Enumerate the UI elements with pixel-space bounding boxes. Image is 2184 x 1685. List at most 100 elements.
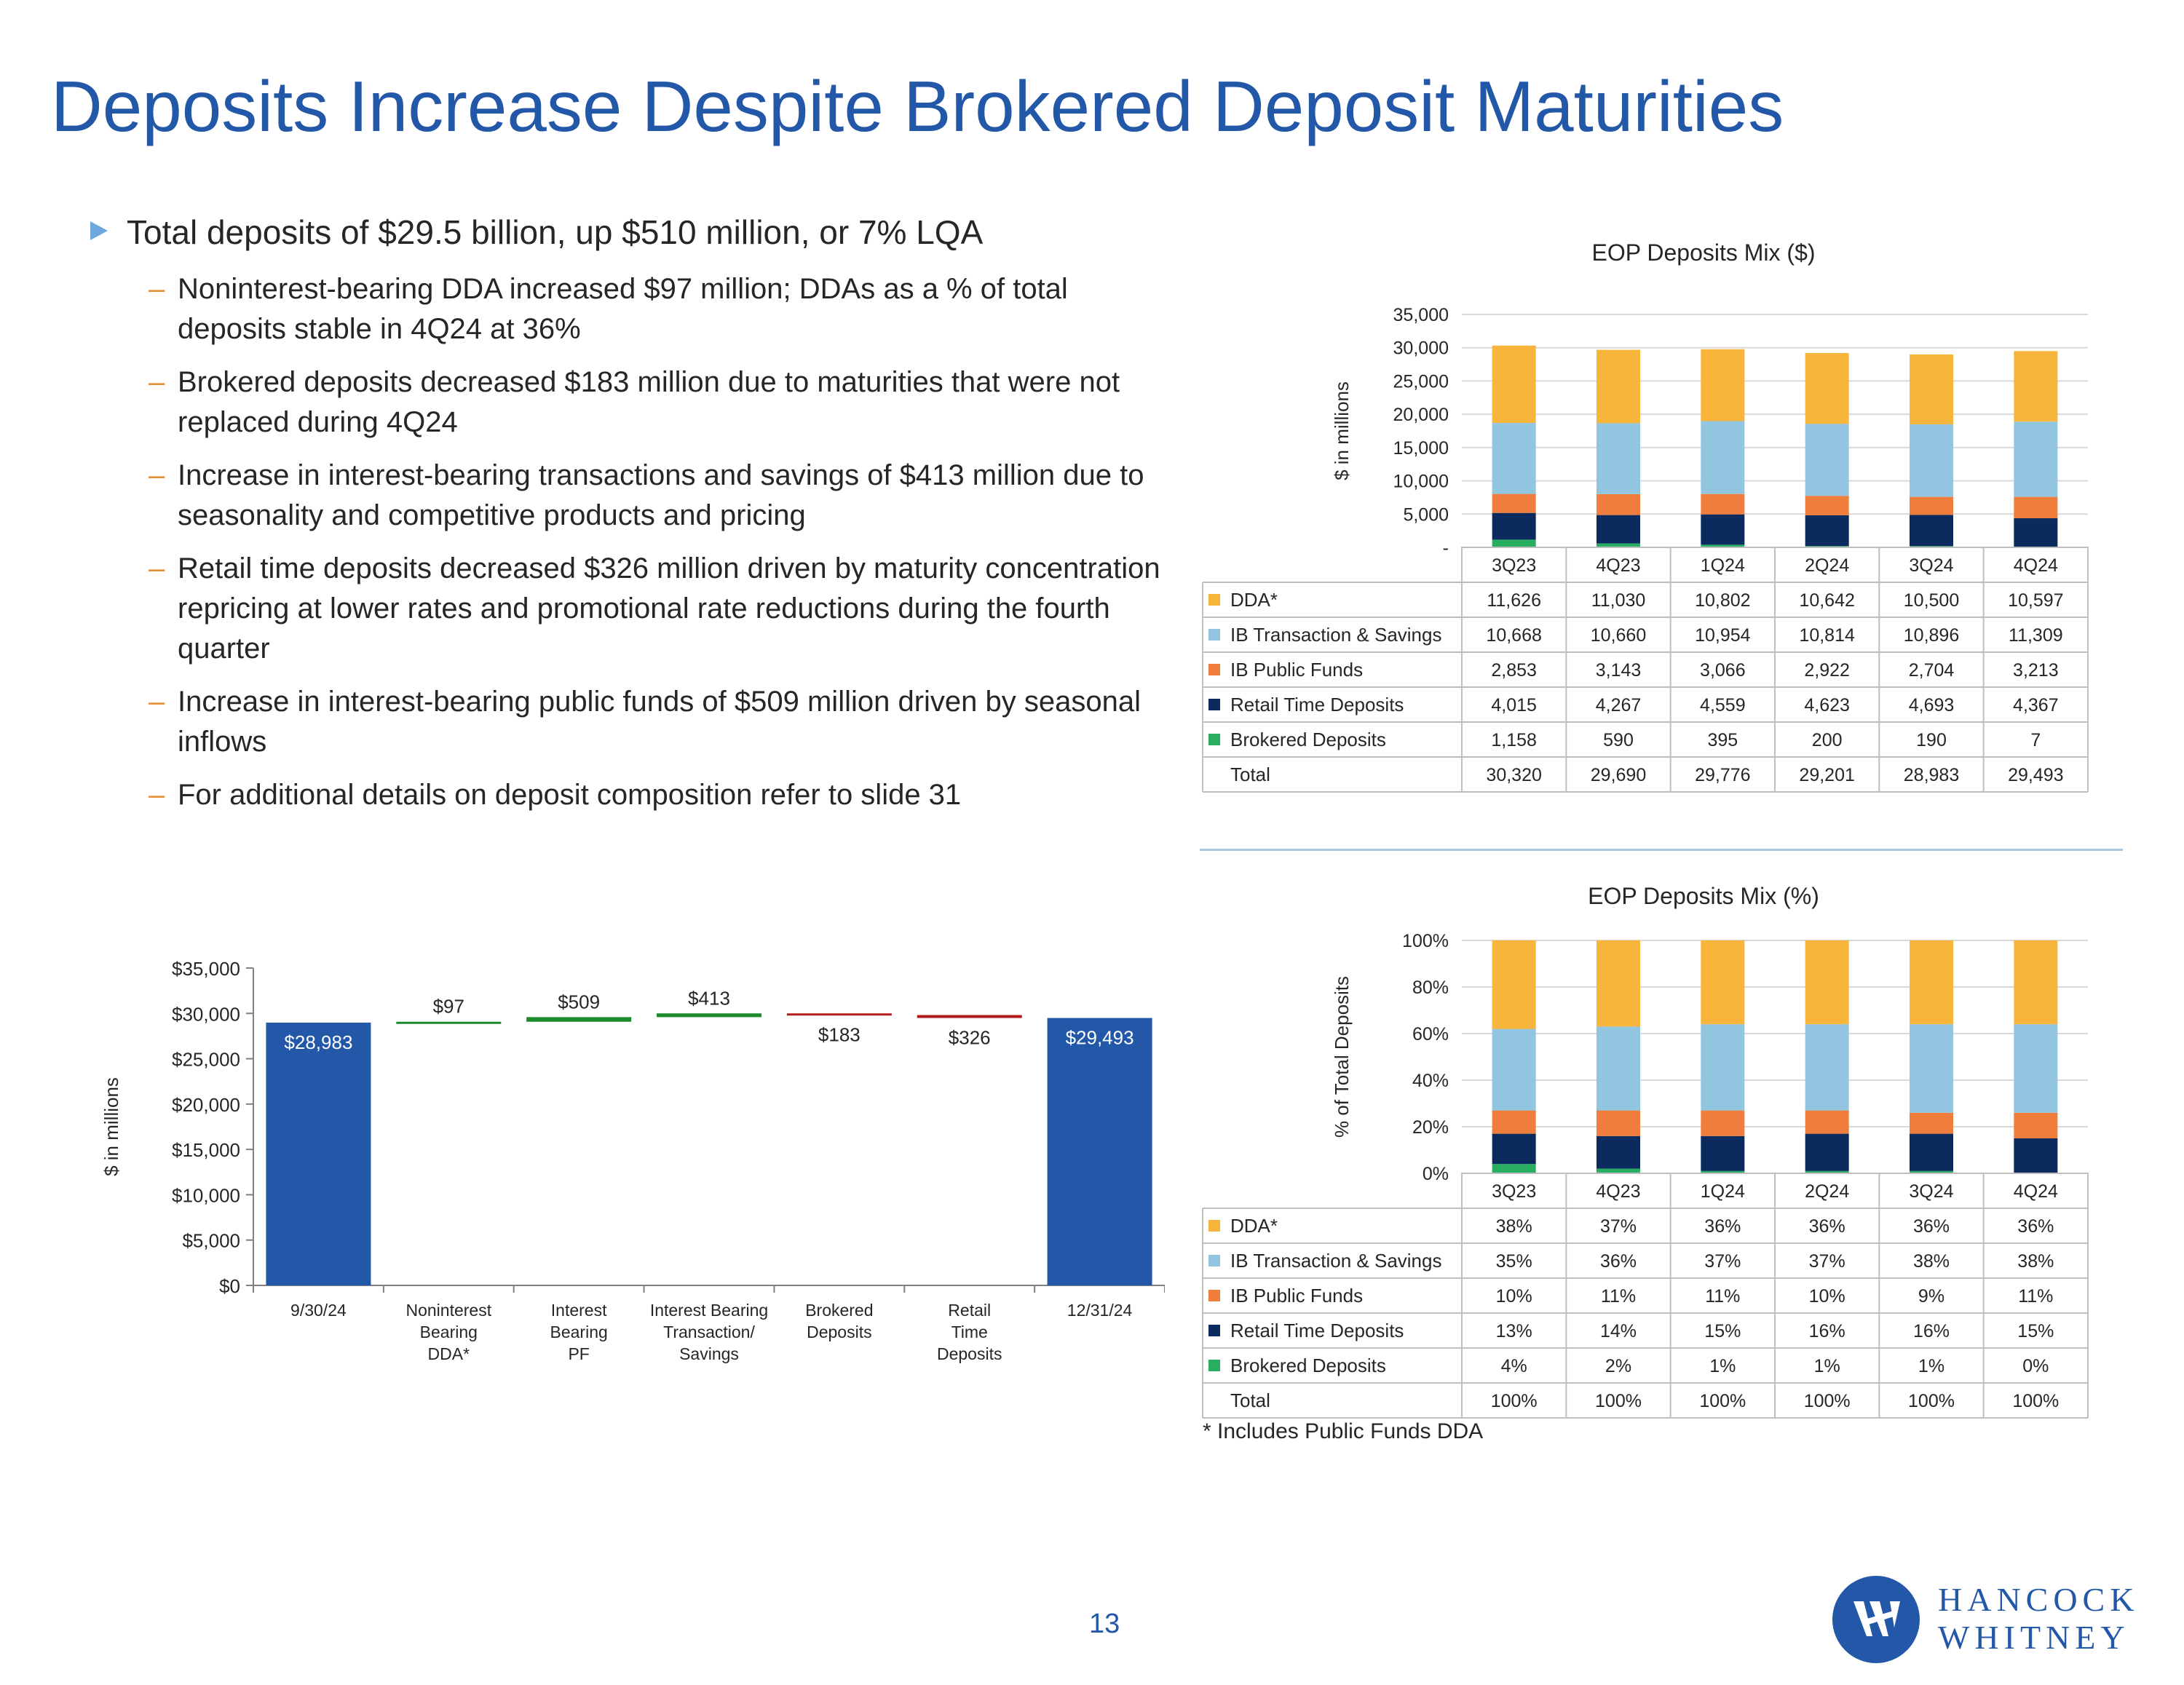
x-tick-label-line: Deposits: [807, 1323, 871, 1341]
legend-swatch: [1208, 1290, 1220, 1301]
total-row-label: Total: [1230, 1389, 1270, 1411]
stacked-bar-segment: [1597, 349, 1640, 424]
table-cell: 16%: [1809, 1321, 1845, 1341]
stacked-bar-segment: [1805, 496, 1849, 515]
x-tick-label: 2Q24: [1805, 555, 1849, 576]
stacked-bar-segment: [1492, 512, 1536, 540]
x-tick-label-line: Interest: [551, 1301, 607, 1320]
stacked-bar-segment: [1805, 353, 1849, 424]
table-cell: 11%: [1705, 1286, 1740, 1307]
table-cell: 4%: [1501, 1356, 1527, 1376]
x-tick-label-line: Noninterest: [405, 1301, 491, 1320]
table-cell: 38%: [2017, 1251, 2054, 1272]
table-cell: 10,814: [1799, 625, 1855, 646]
table-cell: 11,309: [2009, 625, 2063, 646]
table-cell: 100%: [1595, 1391, 1642, 1411]
table-cell: 36%: [1809, 1216, 1845, 1237]
table-cell: 29,776: [1695, 765, 1750, 785]
y-tick-label: $15,000: [172, 1139, 240, 1161]
table-cell: 37%: [1809, 1251, 1845, 1272]
stacked-bar-segment: [2014, 1024, 2058, 1113]
x-tick-label: 4Q24: [2014, 555, 2058, 576]
stacked-bar-segment: [1910, 1133, 1953, 1171]
table-cell: 100%: [1491, 1391, 1538, 1411]
legend-label: IB Public Funds: [1230, 659, 1363, 681]
sub-bullet: – Retail time deposits decreased $326 mil…: [90, 549, 1182, 669]
sub-bullet: – Increase in interest-bearing public fun…: [90, 682, 1182, 762]
stacked-bar-segment: [2014, 351, 2058, 422]
stacked-bar-segment: [1805, 1170, 1849, 1173]
table-cell: 36%: [1600, 1251, 1637, 1272]
sub-bullet-text: Brokered deposits decreased $183 million…: [178, 366, 1120, 438]
stacked-bar-segment: [1597, 493, 1640, 515]
table-cell: 10,500: [1904, 590, 1959, 611]
sub-bullet-text: Increase in interest-bearing transaction…: [178, 459, 1144, 531]
x-tick-label-line: Brokered: [805, 1301, 873, 1320]
y-tick-label: 25,000: [1393, 371, 1449, 392]
stacked-bar-segment: [1805, 1110, 1849, 1134]
y-axis-title: $ in millions: [100, 1077, 122, 1176]
table-cell: 29,690: [1591, 765, 1646, 785]
waterfall-total-bar: [266, 1022, 371, 1285]
x-tick-label-line: Bearing: [550, 1323, 608, 1341]
stacked-bar-segment: [2014, 1112, 2058, 1138]
data-label: $183: [818, 1024, 860, 1046]
stacked-bar-segment: [2014, 1138, 2058, 1173]
stacked-bar-segment: [1492, 1028, 1536, 1111]
x-tick-label: 3Q24: [1909, 555, 1953, 576]
legend-label: IB Transaction & Savings: [1230, 624, 1441, 646]
dash-icon: –: [149, 366, 165, 398]
stacked-bar-segment: [2014, 518, 2058, 547]
legend-swatch: [1208, 1255, 1220, 1266]
stacked-bar-segment: [1701, 1135, 1745, 1171]
stacked-bar-segment: [1910, 1112, 1953, 1134]
x-tick-label-line: 9/30/24: [290, 1301, 347, 1320]
footnote: * Includes Public Funds DDA: [1203, 1419, 1484, 1443]
sub-bullet: – Increase in interest-bearing transactio…: [90, 456, 1182, 536]
table-cell: 10,660: [1591, 625, 1646, 646]
y-tick-label: $25,000: [172, 1049, 240, 1071]
legend-swatch: [1208, 594, 1220, 606]
data-label: $413: [688, 987, 730, 1009]
hancock-whitney-logo: HANCOCK WHITNEY: [1829, 1572, 2134, 1667]
waterfall-increase-bar: [396, 1021, 502, 1024]
y-tick-label: -: [1443, 538, 1449, 558]
table-cell: 29,493: [2008, 765, 2063, 785]
table-cell: 28,983: [1904, 765, 1959, 785]
dash-icon: –: [149, 459, 165, 491]
table-cell: 1%: [1918, 1356, 1944, 1376]
x-tick-label: 1Q24: [1701, 555, 1745, 576]
table-cell: 3,066: [1700, 660, 1746, 681]
table-cell: 2,922: [1804, 660, 1850, 681]
stacked-bar-segment: [1597, 515, 1640, 544]
stacked-bar-segment: [1805, 1024, 1849, 1111]
table-cell: 1%: [1709, 1356, 1736, 1376]
table-cell: 15%: [1704, 1321, 1741, 1341]
table-cell: 2,704: [1909, 660, 1955, 681]
stacked-bar-segment: [2014, 940, 2058, 1025]
y-tick-label: $30,000: [172, 1003, 240, 1025]
y-tick-label: 30,000: [1393, 338, 1449, 359]
table-cell: 36%: [2017, 1216, 2054, 1237]
x-tick-label: Noninterest Bearing DDA*: [405, 1301, 491, 1363]
stacked-bar-segment: [1701, 514, 1745, 545]
stacked-bar-segment: [1492, 1110, 1536, 1134]
table-cell: 1%: [1814, 1356, 1840, 1376]
table-cell: 10,597: [2008, 590, 2063, 611]
dash-icon: –: [149, 273, 165, 305]
table-cell: 100%: [1804, 1391, 1851, 1411]
stacked-bar-segment: [1597, 1135, 1640, 1169]
y-axis-title: % of Total Deposits: [1331, 976, 1353, 1138]
dash-icon: –: [149, 552, 165, 584]
table-cell: 16%: [1913, 1321, 1950, 1341]
bullet-main-text: Total deposits of $29.5 billion, up $510…: [127, 213, 984, 251]
sub-bullet: – Brokered deposits decreased $183 millio…: [90, 362, 1182, 443]
x-tick-label: 4Q23: [1596, 555, 1640, 576]
stacked-bar-segment: [1910, 354, 1953, 425]
logo-line-2: WHITNEY: [1938, 1619, 2130, 1656]
stacked-bar-segment: [1597, 423, 1640, 494]
stacked-bar-segment: [1701, 544, 1745, 547]
stacked-bar-segment: [1701, 349, 1745, 421]
x-tick-label: 3Q23: [1492, 555, 1536, 576]
x-tick-label-line: Time: [951, 1323, 988, 1341]
